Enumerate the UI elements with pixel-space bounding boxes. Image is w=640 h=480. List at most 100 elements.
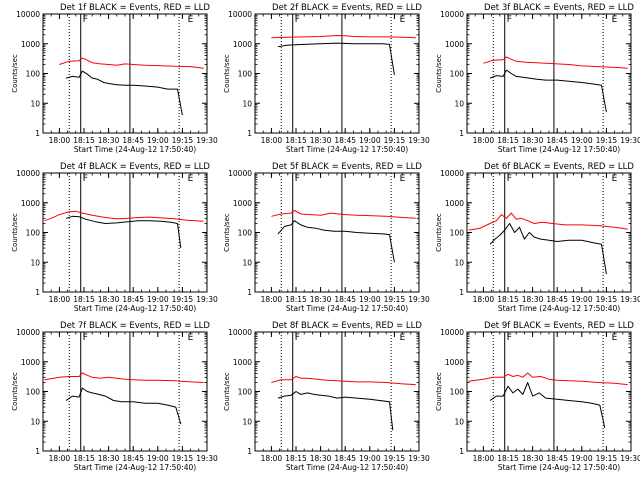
x-tick-label: 18:00 [49, 136, 71, 145]
x-axis-label: Start Time (24-Aug-12 17:50:40) [74, 145, 196, 154]
x-tick-label: 18:00 [49, 295, 71, 304]
lld-series-line [59, 57, 204, 69]
x-tick-label: 18:15 [285, 295, 307, 304]
x-tick-label: 19:00 [359, 454, 381, 463]
x-tick-label: 18:45 [546, 454, 568, 463]
x-tick-label: 19:30 [408, 454, 430, 463]
x-tick-label: 19:30 [620, 295, 640, 304]
marker-label-e: E [612, 333, 618, 343]
x-tick-label: 19:30 [620, 454, 640, 463]
y-tick-label: 10 [454, 99, 464, 108]
y-tick-label: 100 [238, 388, 253, 397]
y-tick-label: 1000 [21, 199, 40, 208]
x-tick-label: 19:00 [147, 454, 169, 463]
events-series-line [65, 215, 182, 249]
panel-det-1: Det 1f BLACK = Events, RED = LLD 1 10 100 10… [11, 3, 218, 154]
events-series-line [277, 391, 394, 431]
x-tick-label: 18:30 [98, 295, 120, 304]
events-series-line [277, 220, 395, 263]
y-tick-label: 10000 [16, 328, 40, 337]
x-tick-label: 18:00 [261, 295, 283, 304]
x-axis-label: Start Time (24-Aug-12 17:50:40) [498, 145, 620, 154]
panel-title: Det 2f BLACK = Events, RED = LLD [272, 3, 422, 13]
x-tick-label: 18:30 [310, 136, 332, 145]
y-tick-label: 10000 [440, 10, 464, 19]
x-tick-label: 19:15 [384, 136, 406, 145]
lld-series-line [483, 56, 628, 69]
y-axis-label: Counts/sec [11, 372, 19, 411]
x-tick-label: 18:15 [285, 136, 307, 145]
marker-label-f: F [83, 15, 88, 25]
panel-det-2: Det 2f BLACK = Events, RED = LLD 1 10 100 10… [223, 3, 430, 154]
plot-frame [466, 13, 632, 134]
y-tick-label: 1 [247, 288, 252, 297]
x-tick-label: 18:00 [473, 136, 495, 145]
y-tick-label: 10000 [440, 169, 464, 178]
marker-label-f: F [295, 333, 300, 343]
x-tick-label: 19:30 [196, 295, 218, 304]
panel-det-8: Det 8f BLACK = Events, RED = LLD 1 10 100 10… [223, 321, 430, 472]
panel-det-5: Det 5f BLACK = Events, RED = LLD 1 10 100 10… [223, 162, 430, 313]
x-tick-label: 19:00 [147, 136, 169, 145]
x-tick-label: 18:15 [497, 295, 519, 304]
x-tick-label: 19:00 [571, 136, 593, 145]
x-tick-label: 19:00 [359, 136, 381, 145]
x-tick-label: 19:15 [384, 454, 406, 463]
x-axis-label: Start Time (24-Aug-12 17:50:40) [498, 463, 620, 472]
x-axis-label: Start Time (24-Aug-12 17:50:40) [74, 463, 196, 472]
x-tick-label: 18:45 [122, 454, 144, 463]
lld-series-line [271, 376, 416, 386]
marker-label-f: F [507, 15, 512, 25]
lld-series-line [468, 212, 628, 231]
y-tick-label: 10 [242, 99, 252, 108]
y-axis-label: Counts/sec [223, 372, 231, 411]
x-tick-label: 18:45 [334, 454, 356, 463]
panel-det-3: Det 3f BLACK = Events, RED = LLD 1 10 100 10… [435, 3, 640, 154]
marker-label-f: F [295, 15, 300, 25]
x-tick-label: 19:15 [596, 295, 618, 304]
marker-label-e: E [400, 15, 406, 25]
marker-label-e: E [400, 174, 406, 184]
y-tick-label: 10 [30, 258, 40, 267]
x-tick-label: 18:30 [522, 136, 544, 145]
y-axis-label: Counts/sec [223, 213, 231, 252]
y-tick-label: 10000 [440, 328, 464, 337]
marker-label-e: E [612, 174, 618, 184]
y-tick-label: 1000 [21, 358, 40, 367]
y-tick-label: 100 [238, 70, 253, 79]
x-tick-label: 18:00 [261, 136, 283, 145]
marker-label-f: F [295, 174, 300, 184]
x-tick-label: 18:45 [334, 136, 356, 145]
y-tick-label: 100 [450, 70, 465, 79]
events-series-line [277, 42, 395, 75]
plot-frame [42, 331, 208, 452]
x-tick-label: 18:15 [73, 136, 95, 145]
y-tick-label: 10 [242, 417, 252, 426]
x-tick-label: 18:15 [497, 136, 519, 145]
events-series-line [489, 223, 607, 275]
y-tick-label: 1000 [21, 40, 40, 49]
y-axis-label: Counts/sec [435, 372, 443, 411]
y-tick-label: 1000 [445, 199, 464, 208]
y-axis-label: Counts/sec [11, 213, 19, 252]
x-tick-label: 19:30 [620, 136, 640, 145]
events-series-line [489, 69, 607, 113]
lld-series-line [271, 35, 416, 39]
y-tick-label: 1 [35, 288, 40, 297]
panel-title: Det 6f BLACK = Events, RED = LLD [484, 162, 634, 172]
x-tick-label: 18:45 [546, 295, 568, 304]
panel-title: Det 1f BLACK = Events, RED = LLD [60, 3, 210, 13]
x-axis-label: Start Time (24-Aug-12 17:50:40) [74, 304, 196, 313]
x-axis-label: Start Time (24-Aug-12 17:50:40) [286, 463, 408, 472]
panel-title: Det 3f BLACK = Events, RED = LLD [484, 3, 634, 13]
y-tick-label: 100 [238, 229, 253, 238]
events-series-line [65, 387, 182, 425]
x-tick-label: 19:30 [196, 136, 218, 145]
x-tick-label: 18:15 [497, 454, 519, 463]
y-tick-label: 10 [454, 258, 464, 267]
x-tick-label: 19:00 [147, 295, 169, 304]
y-tick-label: 1 [35, 129, 40, 138]
x-tick-label: 18:30 [522, 454, 544, 463]
y-tick-label: 1000 [445, 40, 464, 49]
